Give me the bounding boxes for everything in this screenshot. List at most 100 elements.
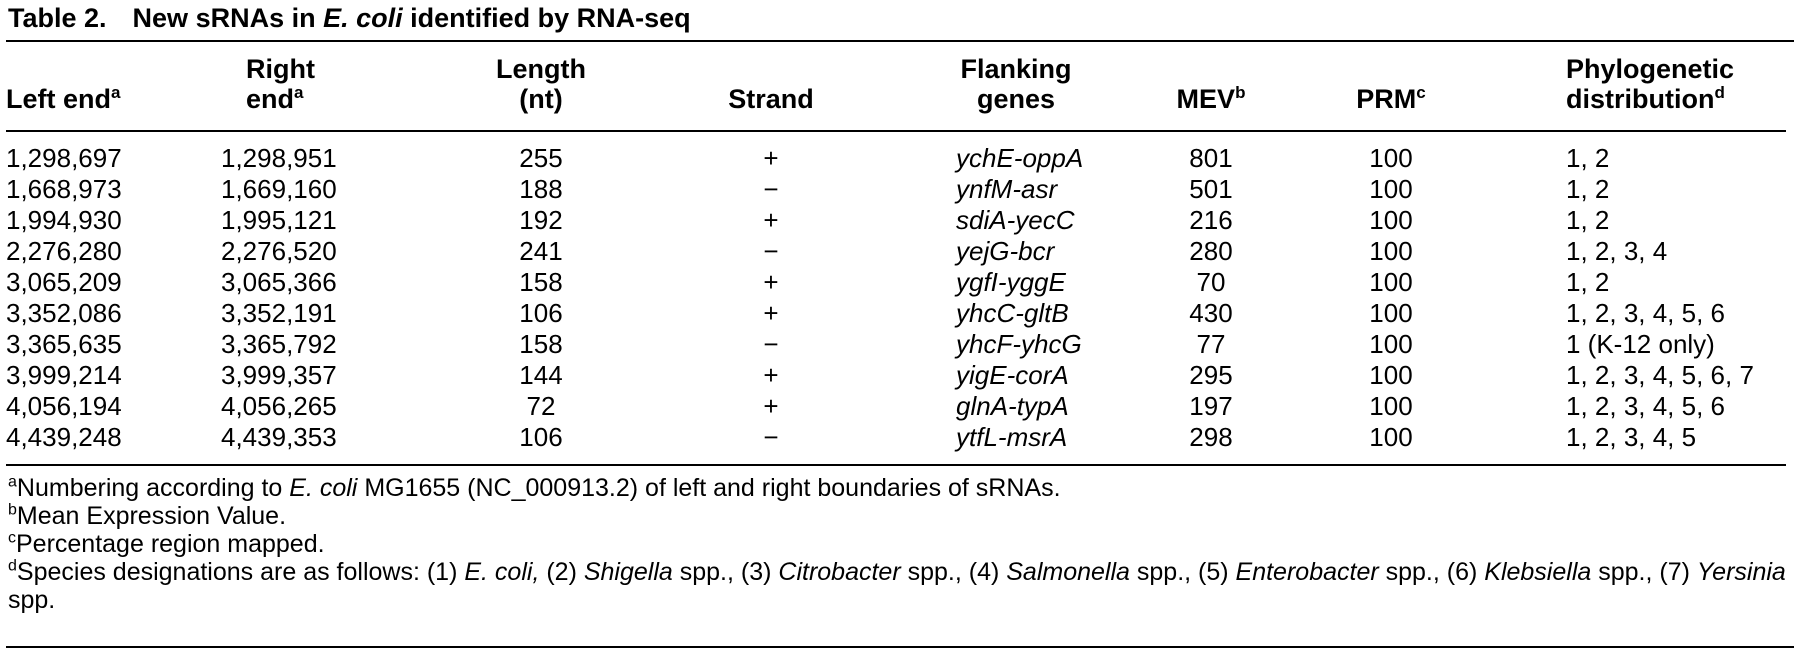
cell-mev: 298 bbox=[1131, 422, 1291, 466]
cell-phylo: 1, 2 bbox=[1566, 143, 1610, 173]
header-line: Right bbox=[246, 54, 315, 84]
footnote-b: bMean Expression Value. bbox=[8, 502, 1794, 530]
table-row: 1,668,973 1,669,160 188 − ynfM-asr 501 100 1, 2 bbox=[6, 174, 1786, 205]
cell-flanking: yejG-bcr bbox=[956, 236, 1055, 266]
cell-strand: − bbox=[641, 422, 901, 466]
cell-flanking: yhcC-gltB bbox=[956, 298, 1069, 328]
table-row: 1,298,697 1,298,951 255 + ychE-oppA 801 100 1, … bbox=[6, 131, 1786, 174]
table-title: New sRNAs in E. coli identified by RNA-s… bbox=[133, 3, 691, 33]
text-run: spp., (4) bbox=[900, 558, 1007, 586]
table-header-row: Left enda Right enda Length (nt) Strand Flanki… bbox=[6, 42, 1786, 132]
table-caption: Table 2. New sRNAs in E. coli identified … bbox=[6, 2, 1794, 42]
cell-right_end: 4,056,265 bbox=[221, 391, 337, 421]
cell-prm: 100 bbox=[1369, 298, 1413, 328]
column-header-phylo: Phylogenetic distributiond bbox=[1491, 42, 1786, 132]
text-run: Yersinia bbox=[1696, 558, 1786, 586]
footnote-marker: a bbox=[8, 473, 17, 491]
text-run: Salmonella bbox=[1006, 558, 1130, 586]
cell-phylo: 1, 2 bbox=[1566, 174, 1610, 204]
text-run: Species designations are as follows: (1) bbox=[16, 558, 465, 586]
text-run: E. coli bbox=[323, 3, 403, 33]
text-run: E. coli, bbox=[464, 558, 540, 586]
cell-flanking: ygfI-yggE bbox=[956, 267, 1066, 297]
cell-right_end: 3,365,792 bbox=[221, 329, 337, 359]
column-header-left_end: Left enda bbox=[6, 42, 221, 132]
footnote-d: dSpecies designations are as follows: (1… bbox=[8, 558, 1794, 614]
text-run: MG1655 (NC_000913.2) of left and right b… bbox=[357, 474, 1061, 502]
footnote-marker: b bbox=[1235, 83, 1246, 102]
cell-phylo: 1, 2, 3, 4, 5, 6 bbox=[1566, 391, 1725, 421]
cell-mev: 77 bbox=[1196, 329, 1226, 359]
footnote-marker: c bbox=[8, 529, 16, 547]
footnote-marker: d bbox=[1714, 83, 1725, 102]
cell-flanking: ynfM-asr bbox=[956, 174, 1058, 204]
cell-length: 158 bbox=[519, 329, 563, 359]
text-run: New sRNAs in bbox=[132, 3, 324, 33]
cell-mev: 216 bbox=[1189, 205, 1233, 235]
cell-length: 241 bbox=[519, 236, 563, 266]
text-run: Citrobacter bbox=[778, 558, 901, 586]
cell-prm: 100 bbox=[1291, 422, 1491, 466]
table-row: 3,365,635 3,365,792 158 − yhcF-yhcG 77 100 1 (K… bbox=[6, 329, 1786, 360]
cell-right_end: 2,276,520 bbox=[221, 236, 337, 266]
footnote-marker: a bbox=[294, 83, 304, 102]
text-run: Mean Expression Value. bbox=[16, 502, 287, 530]
header-line: Left enda bbox=[6, 83, 121, 114]
cell-flanking: ytfL-msrA bbox=[901, 422, 1131, 466]
column-header-prm: PRMc bbox=[1291, 42, 1491, 132]
header-line: Flanking bbox=[960, 54, 1072, 84]
cell-right_end: 1,669,160 bbox=[221, 174, 337, 204]
cell-strand: + bbox=[763, 267, 779, 297]
cell-mev: 70 bbox=[1196, 267, 1226, 297]
table-row: 4,056,194 4,056,265 72 + glnA-typA 197 100 1, 2… bbox=[6, 391, 1786, 422]
cell-prm: 100 bbox=[1369, 143, 1413, 173]
table-label: Table 2. bbox=[8, 3, 107, 33]
cell-left_end: 2,276,280 bbox=[6, 236, 122, 266]
cell-prm: 100 bbox=[1369, 174, 1413, 204]
cell-mev: 280 bbox=[1189, 236, 1233, 266]
header-line: enda bbox=[246, 83, 304, 114]
table-body: 1,298,697 1,298,951 255 + ychE-oppA 801 100 1, … bbox=[6, 131, 1786, 466]
column-header-mev: MEVb bbox=[1131, 42, 1291, 132]
cell-left_end: 1,668,973 bbox=[6, 174, 122, 204]
cell-phylo: 1, 2 bbox=[1566, 267, 1610, 297]
cell-phylo: 1, 2, 3, 4, 5, 6 bbox=[1566, 298, 1725, 328]
cell-strand: + bbox=[763, 205, 779, 235]
cell-flanking: sdiA-yecC bbox=[956, 205, 1075, 235]
cell-left_end: 3,352,086 bbox=[6, 298, 122, 328]
cell-strand: − bbox=[763, 236, 779, 266]
cell-length: 106 bbox=[441, 422, 641, 466]
header-line: (nt) bbox=[519, 84, 563, 114]
text-run: Percentage region mapped. bbox=[16, 530, 325, 558]
cell-length: 255 bbox=[519, 143, 563, 173]
cell-length: 192 bbox=[519, 205, 563, 235]
column-header-length: Length (nt) bbox=[441, 42, 641, 132]
cell-strand: − bbox=[763, 174, 779, 204]
cell-right_end: 3,999,357 bbox=[221, 360, 337, 390]
cell-right_end: 4,439,353 bbox=[221, 422, 441, 466]
table-head: Left enda Right enda Length (nt) Strand Flanki… bbox=[6, 42, 1786, 132]
cell-prm: 100 bbox=[1369, 236, 1413, 266]
column-header-strand: Strand bbox=[641, 42, 901, 132]
cell-prm: 100 bbox=[1369, 329, 1413, 359]
table-row: 3,352,086 3,352,191 106 + yhcC-gltB 430 100 1, … bbox=[6, 298, 1786, 329]
table-row: 3,065,209 3,065,366 158 + ygfI-yggE 70 100 1, 2 bbox=[6, 267, 1786, 298]
cell-right_end: 3,065,366 bbox=[221, 267, 337, 297]
cell-flanking: yigE-corA bbox=[956, 360, 1069, 390]
text-run: (2) bbox=[539, 558, 584, 586]
cell-mev: 430 bbox=[1189, 298, 1233, 328]
text-run: Shigella bbox=[583, 558, 673, 586]
text-run: Klebsiella bbox=[1484, 558, 1592, 586]
cell-mev: 295 bbox=[1189, 360, 1233, 390]
cell-prm: 100 bbox=[1369, 267, 1413, 297]
column-header-right_end: Right enda bbox=[221, 42, 441, 132]
cell-strand: + bbox=[763, 360, 779, 390]
cell-left_end: 1,994,930 bbox=[6, 205, 122, 235]
bottom-rule bbox=[6, 646, 1794, 648]
cell-mev: 501 bbox=[1189, 174, 1233, 204]
footnote-marker: b bbox=[8, 501, 17, 519]
cell-left_end: 3,365,635 bbox=[6, 329, 122, 359]
cell-length: 144 bbox=[519, 360, 563, 390]
footnote-marker: d bbox=[8, 557, 17, 575]
